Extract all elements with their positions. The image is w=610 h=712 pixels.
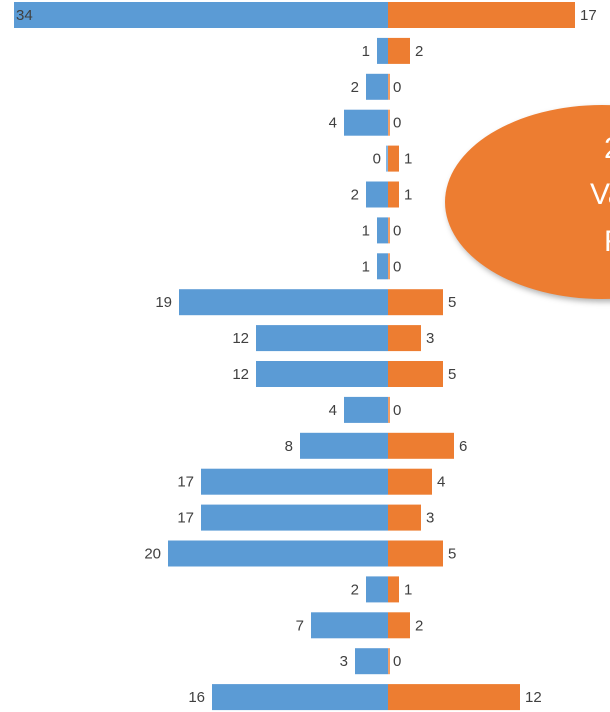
value-label: 1 bbox=[404, 151, 412, 168]
value-label: 0 bbox=[393, 115, 401, 132]
bar bbox=[388, 2, 575, 28]
bar bbox=[388, 540, 443, 567]
annotation-bubble bbox=[445, 105, 610, 299]
annotation-text: Vac bbox=[590, 178, 610, 211]
annotation-text: 2 bbox=[604, 132, 610, 165]
value-label: 12 bbox=[525, 689, 542, 706]
value-label: 1 bbox=[404, 186, 412, 203]
bar bbox=[388, 576, 399, 603]
bar bbox=[388, 612, 410, 639]
value-label: 5 bbox=[448, 366, 456, 383]
bar bbox=[388, 325, 421, 352]
bar bbox=[300, 432, 388, 459]
value-label: 3 bbox=[426, 510, 434, 527]
value-label: 17 bbox=[177, 510, 194, 527]
value-label: 4 bbox=[329, 402, 337, 419]
value-label: 1 bbox=[362, 43, 370, 60]
bar bbox=[168, 540, 388, 567]
value-label: 4 bbox=[329, 115, 337, 132]
value-label: 2 bbox=[415, 43, 423, 60]
bar bbox=[388, 181, 399, 208]
value-label: 19 bbox=[155, 294, 172, 311]
value-label: 5 bbox=[448, 294, 456, 311]
bar bbox=[377, 37, 388, 64]
value-label: 1 bbox=[362, 258, 370, 275]
annotation-text: R bbox=[604, 225, 610, 258]
bar bbox=[366, 576, 388, 603]
bar bbox=[256, 325, 388, 352]
bar bbox=[388, 684, 520, 711]
value-label: 0 bbox=[393, 258, 401, 275]
value-label: 17 bbox=[580, 7, 597, 24]
value-label: 12 bbox=[232, 330, 249, 347]
bar bbox=[388, 145, 399, 172]
value-label: 0 bbox=[393, 79, 401, 96]
bar bbox=[201, 504, 388, 531]
value-label: 2 bbox=[351, 186, 359, 203]
bar bbox=[256, 361, 388, 387]
value-label: 1 bbox=[362, 222, 370, 239]
bar bbox=[366, 181, 388, 208]
value-label: 3 bbox=[340, 653, 348, 670]
bar bbox=[366, 73, 388, 100]
bar bbox=[344, 109, 388, 136]
bar bbox=[388, 432, 454, 459]
value-label: 4 bbox=[437, 474, 445, 491]
value-label: 2 bbox=[351, 581, 359, 598]
bar bbox=[355, 648, 388, 675]
value-label: 17 bbox=[177, 474, 194, 491]
value-label: 2 bbox=[415, 617, 423, 634]
value-label: 6 bbox=[459, 438, 467, 455]
value-label: 7 bbox=[296, 617, 304, 634]
value-label: 12 bbox=[232, 366, 249, 383]
value-label: 0 bbox=[393, 222, 401, 239]
value-label: 2 bbox=[351, 79, 359, 96]
value-label: 3 bbox=[426, 330, 434, 347]
bar bbox=[377, 217, 388, 244]
bar bbox=[344, 396, 388, 423]
bar bbox=[388, 468, 432, 495]
value-label: 5 bbox=[448, 545, 456, 562]
bar bbox=[388, 504, 421, 531]
value-label: 16 bbox=[188, 689, 205, 706]
bar bbox=[377, 253, 388, 280]
value-label: 1 bbox=[404, 581, 412, 598]
value-label: 20 bbox=[144, 545, 161, 562]
value-label: 0 bbox=[393, 653, 401, 670]
bar bbox=[311, 612, 388, 639]
value-label: 34 bbox=[16, 7, 33, 24]
bar bbox=[388, 289, 443, 316]
bar bbox=[388, 37, 410, 64]
bar bbox=[201, 468, 388, 495]
bar bbox=[179, 289, 388, 316]
value-label: 0 bbox=[373, 151, 381, 168]
bar bbox=[14, 2, 388, 28]
bar bbox=[212, 684, 388, 711]
value-label: 0 bbox=[393, 402, 401, 419]
bar bbox=[388, 361, 443, 387]
value-label: 8 bbox=[285, 438, 293, 455]
